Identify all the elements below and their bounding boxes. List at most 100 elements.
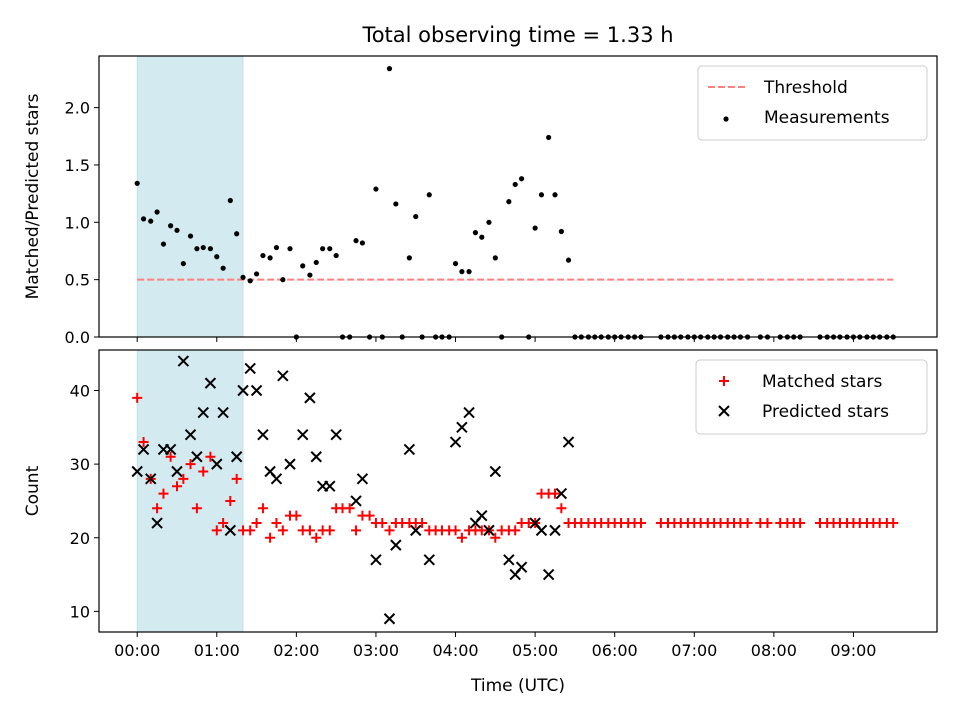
measurement-point: [327, 246, 333, 252]
measurement-point: [565, 257, 572, 263]
measurement-point: [373, 186, 379, 192]
predicted-stars-point: [177, 355, 190, 367]
matched-stars-point: [556, 503, 567, 514]
matched-stars-point: [490, 532, 501, 543]
y-tick-label: 10: [70, 602, 90, 621]
x-tick-label: 03:00: [353, 641, 399, 660]
measurement-point: [287, 246, 293, 252]
x-tick-label: 06:00: [592, 641, 638, 660]
measurement-point: [240, 274, 246, 280]
measurement-point: [413, 213, 419, 220]
matched-stars-point: [888, 518, 899, 529]
legend-label: Matched stars: [762, 372, 882, 392]
legend-label: Threshold: [763, 78, 848, 98]
measurement-point: [486, 219, 492, 225]
x-tick-label: 07:00: [671, 641, 717, 660]
predicted-stars-point: [270, 473, 283, 485]
x-axis-label: Time (UTC): [470, 676, 565, 696]
matched-stars-point: [218, 518, 229, 529]
measurement-point: [466, 269, 472, 275]
predicted-stars-point: [304, 392, 316, 404]
matched-stars-point: [510, 525, 521, 536]
matched-stars-point: [311, 532, 322, 543]
measurement-point: [307, 272, 313, 278]
legend-box: [695, 359, 928, 435]
measurement-point: [452, 260, 459, 267]
x-tick-label: 02:00: [273, 641, 319, 660]
measurement-point: [154, 209, 160, 215]
measurement-point: [353, 238, 359, 244]
predicted-stars-point: [555, 487, 568, 500]
measurement-point: [200, 244, 206, 251]
y-tick-label: 20: [70, 529, 90, 548]
matched-stars-point: [384, 525, 395, 536]
predicted-stars-point: [542, 568, 555, 581]
measurement-point: [174, 227, 180, 233]
matched-stars-point: [205, 451, 216, 462]
legend-predicted-swatch: [718, 405, 730, 417]
predicted-stars-point: [237, 384, 249, 397]
measurement-point: [518, 176, 525, 182]
measurement-point: [187, 233, 194, 239]
y-axis-label: Count: [23, 465, 43, 516]
measurement-point: [512, 181, 518, 188]
matched-stars-point: [198, 466, 209, 477]
measurement-point: [280, 277, 286, 283]
measurement-point: [426, 192, 432, 198]
measurement-point: [333, 252, 339, 259]
measurement-point: [140, 216, 147, 222]
measurement-point: [300, 263, 306, 269]
legend-matched-swatch: [719, 376, 729, 386]
y-tick-label: 30: [70, 455, 90, 474]
measurement-point: [359, 240, 366, 246]
x-tick-label: 01:00: [194, 641, 240, 660]
y-tick-label: 40: [70, 381, 90, 400]
predicted-stars-point: [449, 436, 462, 448]
matched-stars-point: [132, 392, 143, 403]
measurement-point: [253, 271, 260, 277]
y-tick-label: 1.5: [65, 156, 90, 175]
matched-stars-point: [364, 510, 375, 521]
x-tick-label: 08:00: [751, 641, 797, 660]
predicted-stars-point: [535, 524, 548, 537]
predicted-stars-point: [390, 539, 402, 551]
shaded-span: [136, 55, 244, 338]
measurement-point: [552, 192, 558, 198]
x-tick-label: 00:00: [114, 641, 160, 660]
measurement-point: [546, 134, 552, 141]
measurement-point: [506, 199, 512, 205]
measurement-point: [492, 255, 498, 261]
y-tick-label: 0.0: [65, 328, 90, 347]
x-tick-label: 05:00: [512, 641, 558, 660]
predicted-stars-point: [230, 451, 243, 463]
predicted-stars-point: [211, 458, 223, 470]
matched-stars-point: [550, 488, 561, 499]
x-tick-label: 09:00: [830, 641, 876, 660]
measurement-point: [168, 223, 174, 229]
y-tick-label: 0.5: [65, 271, 90, 290]
predicted-stars-point: [476, 509, 488, 522]
chart-title: Total observing time = 1.33 h: [361, 23, 673, 47]
measurement-point: [207, 246, 214, 252]
matched-stars-point: [171, 481, 182, 492]
y-axis-label: Matched/Predicted stars: [23, 93, 43, 299]
matched-stars-point: [265, 532, 276, 543]
matched-stars-point: [158, 488, 169, 499]
measurement-point: [247, 278, 253, 284]
matched-stars-point: [152, 503, 163, 514]
matched-stars-point: [742, 518, 753, 529]
predicted-stars-point: [549, 524, 561, 537]
measurement-point: [459, 269, 465, 275]
predicted-stars-point: [250, 384, 263, 397]
measurement-point: [227, 197, 233, 204]
measurement-point: [406, 255, 412, 261]
bottom-panel: 10 20 30 40 00:00 01:00 02:00 03:00 04:00 05:00 06…: [23, 349, 938, 660]
predicted-stars-point: [151, 517, 163, 529]
axes-frame: [98, 349, 938, 633]
predicted-stars-point: [503, 554, 515, 566]
matched-stars-point: [762, 518, 773, 529]
predicted-stars-point: [483, 524, 495, 537]
predicted-stars-point: [330, 428, 342, 441]
matched-stars-point: [795, 518, 806, 529]
predicted-stars-point: [515, 561, 528, 573]
